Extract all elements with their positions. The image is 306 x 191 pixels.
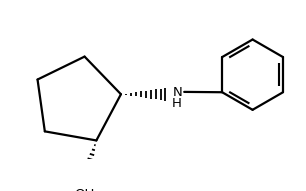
Text: N
H: N H <box>172 86 182 110</box>
Text: OH: OH <box>74 189 95 191</box>
